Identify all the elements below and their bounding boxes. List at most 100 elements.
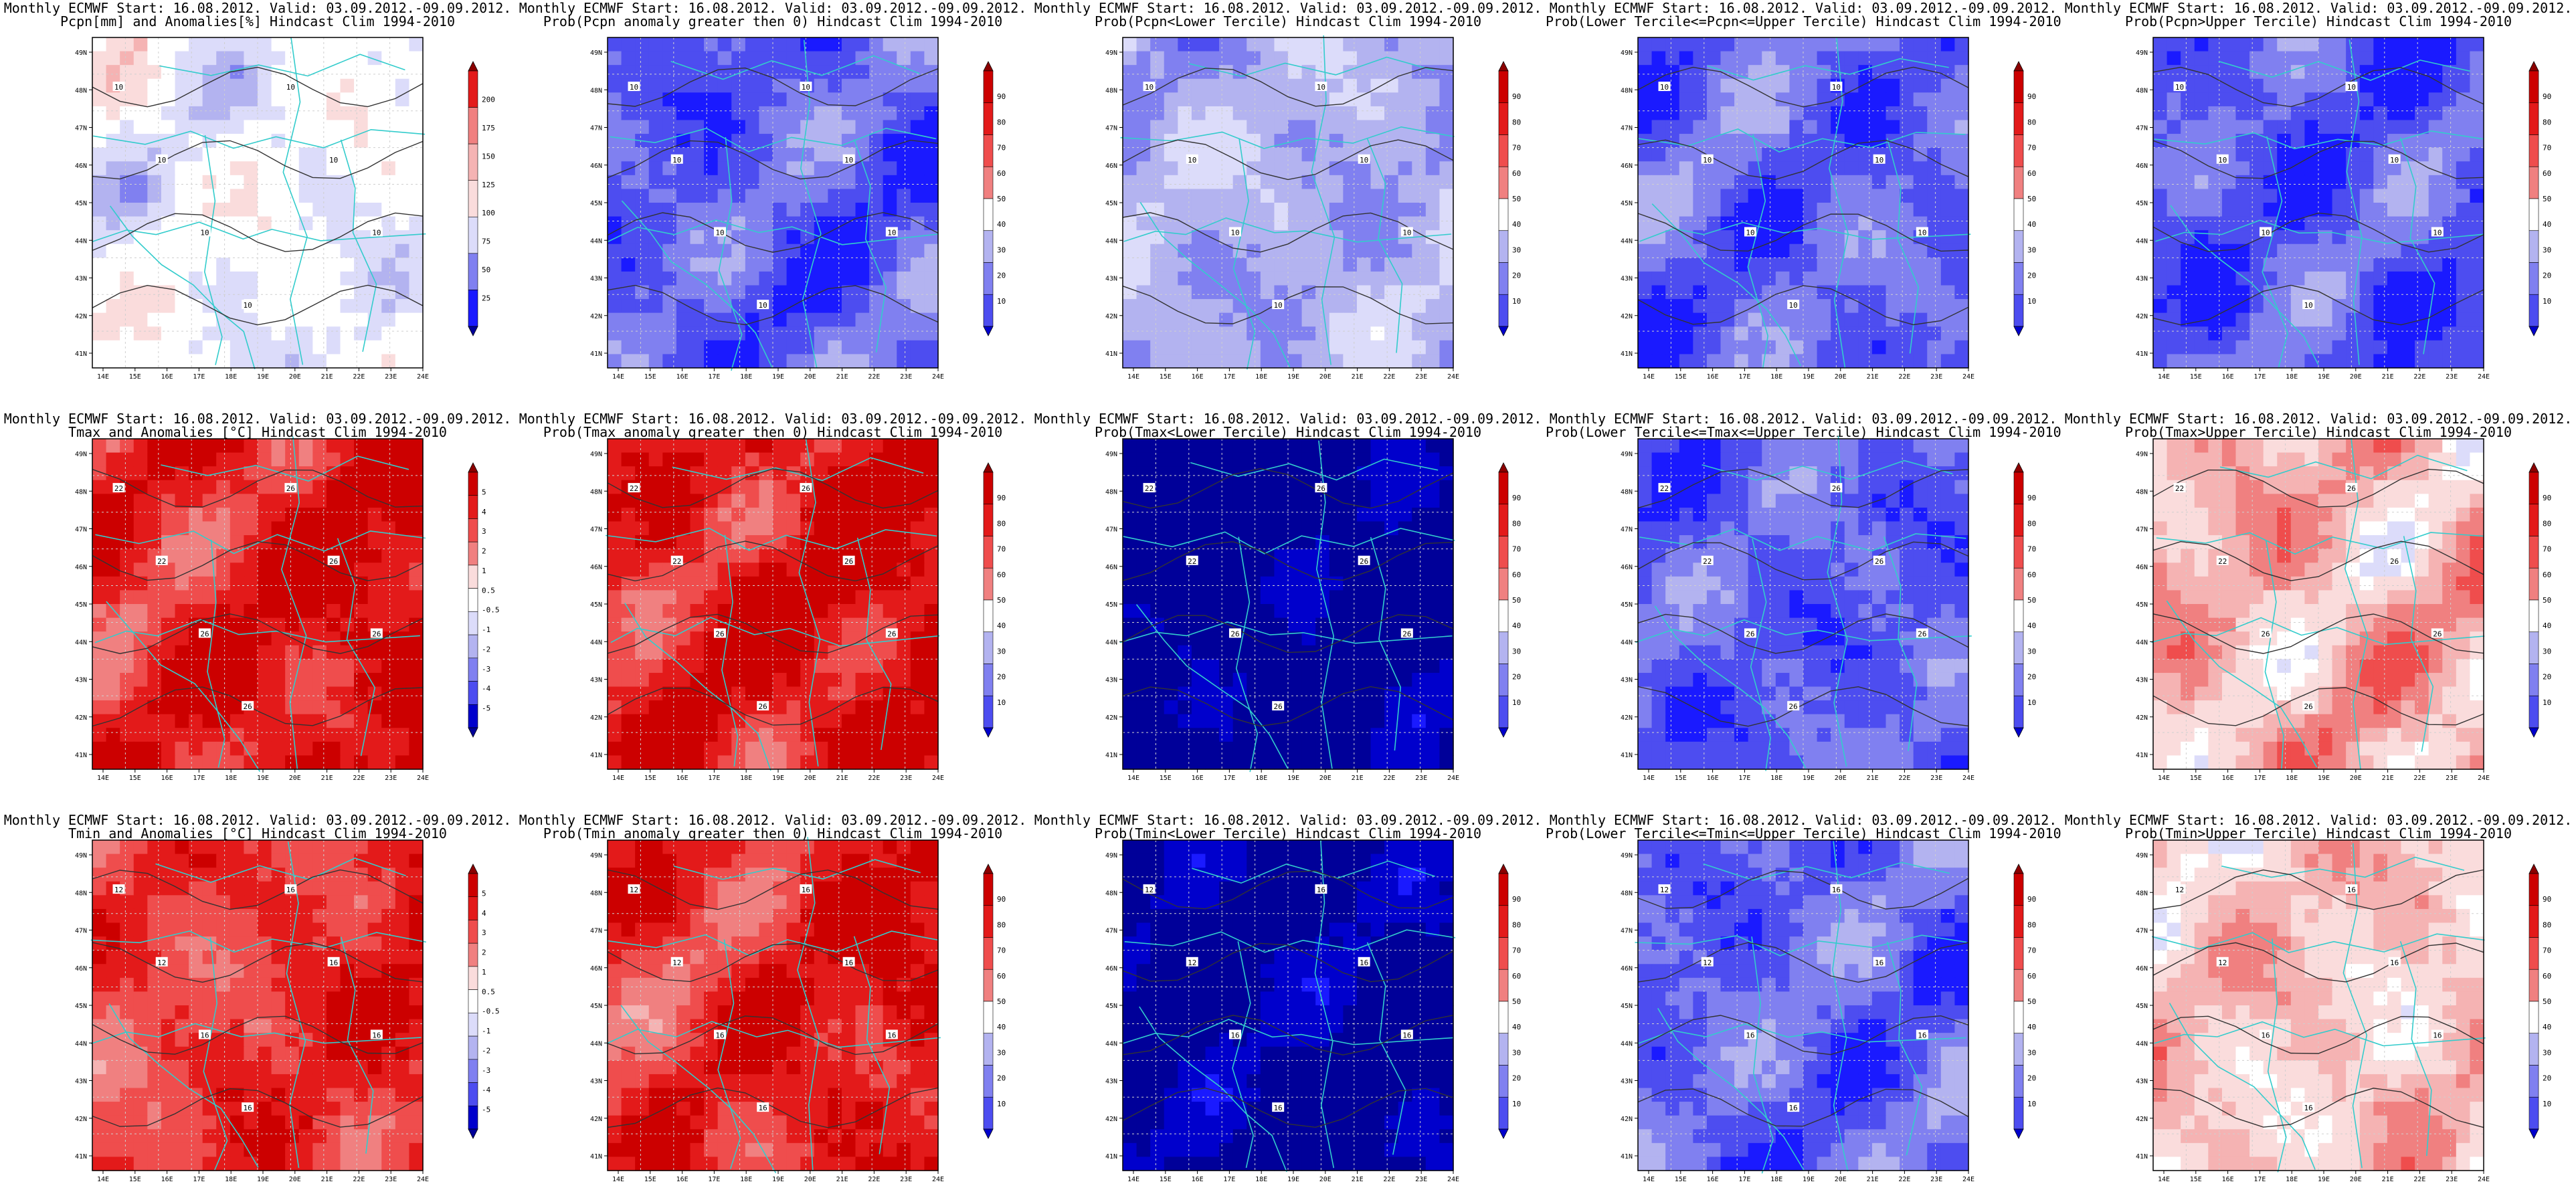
field-cell — [1803, 78, 1818, 93]
field-cell — [1398, 299, 1412, 314]
field-cell — [1638, 354, 1653, 369]
field-cell — [120, 243, 134, 258]
border-line — [2170, 205, 2319, 365]
field-cell — [1900, 326, 1914, 341]
field-cell — [1412, 92, 1427, 107]
field-cell — [1123, 494, 1137, 508]
contour-label-box — [112, 82, 125, 92]
contour-label: 10 — [244, 301, 252, 310]
field-cell — [1219, 312, 1234, 327]
field-cell — [258, 120, 272, 134]
field-cell — [2470, 340, 2484, 355]
field-cell — [2277, 326, 2292, 341]
field-cell — [202, 243, 217, 258]
field-cell — [1123, 134, 1137, 148]
map-field — [92, 37, 424, 369]
field-cell — [800, 161, 815, 176]
field-cell — [312, 78, 327, 93]
field-cell — [92, 563, 107, 577]
field-cell — [759, 285, 773, 300]
field-cell — [244, 672, 258, 688]
field-cell — [216, 590, 231, 605]
field-cell — [1871, 37, 1887, 52]
field-cell — [883, 480, 897, 494]
field-cell — [662, 659, 677, 674]
field-cell — [717, 659, 732, 674]
field-cell — [1164, 340, 1178, 355]
axis-ticks: 14E 15E 16E 17E 18E 19E 20E 21E 22E 23E 24E49N48N4… — [75, 49, 429, 381]
field-cell — [409, 728, 424, 742]
field-cell — [271, 480, 286, 494]
field-cell — [2208, 203, 2223, 217]
field-cell — [147, 120, 162, 134]
field-cell — [676, 175, 691, 190]
colorbar-label: 90 — [997, 494, 1006, 502]
colorbar-label: -0.5 — [482, 606, 500, 615]
field-cell — [1412, 312, 1427, 327]
field-cell — [648, 686, 663, 701]
field-cell — [340, 576, 355, 591]
field-cell — [2373, 271, 2388, 286]
field-cell — [395, 604, 410, 619]
field-cell — [120, 37, 134, 52]
field-cell — [1775, 203, 1790, 217]
field-cell — [1679, 106, 1693, 121]
panel-title-line: Monthly ECMWF Start: 16.08.2012. Valid: … — [2064, 0, 2573, 16]
field-cell — [161, 78, 176, 93]
field-cell — [2359, 354, 2374, 369]
field-cell — [1927, 216, 1942, 231]
field-cell — [759, 65, 773, 80]
field-cell — [869, 65, 884, 80]
field-cell — [2167, 65, 2181, 80]
field-cell — [2401, 326, 2415, 341]
field-cell — [340, 65, 355, 80]
field-cell — [1734, 271, 1749, 286]
field-cell — [869, 548, 884, 563]
field-cell — [2428, 106, 2443, 121]
field-cell — [2153, 243, 2168, 258]
field-cell — [1439, 120, 1454, 134]
field-cell — [1693, 106, 1708, 121]
field-cell — [312, 590, 327, 605]
field-cell — [175, 576, 189, 591]
field-cell — [2208, 134, 2223, 148]
field-cell — [354, 563, 369, 577]
field-cell — [1693, 258, 1708, 272]
colorbar-label: 20 — [997, 673, 1006, 682]
field-cell — [161, 312, 176, 327]
field-cell — [1219, 340, 1234, 355]
field-cell — [717, 161, 732, 176]
field-cell — [1927, 37, 1942, 52]
field-cell — [175, 37, 189, 52]
field-cell — [2208, 326, 2223, 341]
field-cell — [1178, 106, 1192, 121]
field-cell — [1191, 521, 1206, 536]
field-cell — [1913, 340, 1928, 355]
lon-tick-label: 15E — [644, 775, 656, 782]
contour-label-box — [155, 555, 168, 565]
field-cell — [759, 645, 773, 660]
field-cell — [1178, 480, 1192, 494]
field-cell — [662, 755, 677, 770]
field-cell — [244, 755, 258, 770]
field-cell — [621, 271, 636, 286]
field-cell — [676, 203, 691, 217]
colorbar-segment — [2013, 102, 2024, 135]
field-cell — [855, 755, 870, 770]
field-cell — [1817, 134, 1831, 148]
field-cell — [161, 299, 176, 314]
field-cell — [2387, 120, 2402, 134]
field-cell — [924, 189, 939, 203]
field-cell — [773, 452, 788, 467]
contour-line — [92, 140, 424, 180]
field-cell — [828, 106, 842, 121]
field-cell — [1885, 258, 1900, 272]
field-cell — [1205, 243, 1220, 258]
field-cell — [1288, 452, 1303, 467]
field-cell — [759, 728, 773, 742]
field-cell — [1439, 203, 1454, 217]
field-cell — [1858, 120, 1873, 134]
colorbar-label: -3 — [482, 665, 490, 674]
field-cell — [340, 755, 355, 770]
field-cell — [1205, 521, 1220, 536]
